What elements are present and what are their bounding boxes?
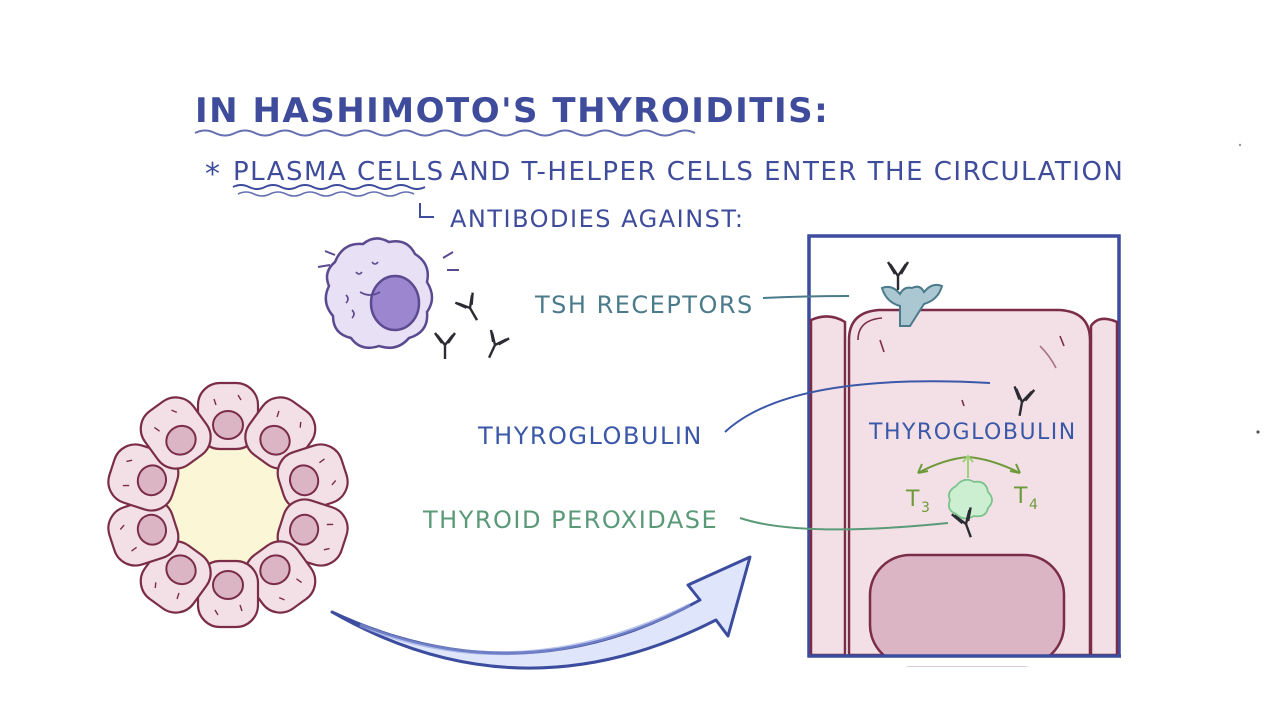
follicle-colloid: [166, 443, 290, 567]
cell-nucleus: [868, 553, 1066, 667]
thyroid-follicle: [107, 381, 349, 629]
stray-dot: [1256, 430, 1260, 434]
t4-subscript: 4: [1029, 497, 1039, 513]
stray-dot-2: [1238, 143, 1242, 147]
follicle-cell-nucleus: [165, 424, 197, 456]
follicle-cell-nucleus: [288, 464, 320, 497]
plasma-cell: [317, 237, 459, 349]
sub-line-bracket: [419, 203, 434, 218]
antibody-free-1: [454, 292, 479, 321]
follicle-cell-nucleus: [259, 424, 291, 456]
plasma-cells-underline-2: [237, 191, 415, 197]
t4-arrow: [967, 456, 1021, 474]
follicle-cell-nucleus: [212, 570, 244, 600]
bullet-star: *: [205, 157, 222, 192]
peroxidase-leader-line: [739, 517, 949, 531]
follicle-cells: [107, 381, 349, 629]
thyroid-peroxidase-enzyme: [947, 478, 993, 520]
t3-arrow: [917, 456, 969, 474]
antibody-free-3: [487, 329, 510, 359]
t3-label: T3: [905, 487, 931, 516]
tsh-receptors-label: TSH RECEPTORS: [534, 291, 754, 319]
thyroid-peroxidase-label: THYROID PEROXIDASE: [422, 506, 718, 534]
title: IN HASHIMOTO'S THYROIDITIS:: [195, 91, 829, 131]
follicle-cell: [107, 498, 180, 567]
thyroglobulin-leader-line: [724, 380, 991, 433]
plasma-cells-text: PLASMA CELLS: [233, 157, 445, 187]
antibody-on-tsh-receptor: [886, 261, 910, 290]
tsh-leader-line: [762, 295, 850, 299]
antibodies-against-text: ANTIBODIES AGAINST:: [450, 205, 745, 233]
follicle-cell: [244, 540, 317, 614]
follicle-cell-nucleus: [136, 464, 168, 497]
follicle-cell: [107, 443, 180, 512]
follicle-cell-nucleus: [212, 410, 244, 440]
up-arrow: [962, 454, 974, 478]
title-underline: [194, 129, 696, 137]
follicle-cell-nucleus: [259, 554, 291, 586]
t4-t: T: [1013, 484, 1029, 509]
antibody-free-2: [434, 332, 456, 359]
thyroglobulin-label: THYROGLOBULIN: [477, 422, 703, 450]
antibody-on-peroxidase: [951, 507, 972, 538]
zoomed-cell-panel: THYROGLOBULIN T3 T4: [807, 234, 1121, 667]
antibody-on-thyroglobulin: [1013, 386, 1036, 416]
t4-label: T4: [1013, 484, 1039, 513]
follicle-cell: [139, 396, 212, 470]
plasma-cell-nucleus: [369, 274, 421, 332]
tsh-receptor: [880, 283, 944, 327]
follicle-cell: [276, 443, 349, 512]
plasma-cells-underline: [232, 184, 426, 190]
follicle-cell-nucleus: [136, 513, 168, 546]
follicle-cell-nucleus: [288, 513, 320, 546]
t3-subscript: 3: [921, 500, 931, 516]
t3-t: T: [905, 487, 921, 512]
circulation-text: AND T-HELPER CELLS ENTER THE CIRCULATION: [450, 157, 1124, 187]
cell-thyroglobulin-label: THYROGLOBULIN: [868, 420, 1077, 445]
follicle-cell-nucleus: [165, 554, 197, 586]
